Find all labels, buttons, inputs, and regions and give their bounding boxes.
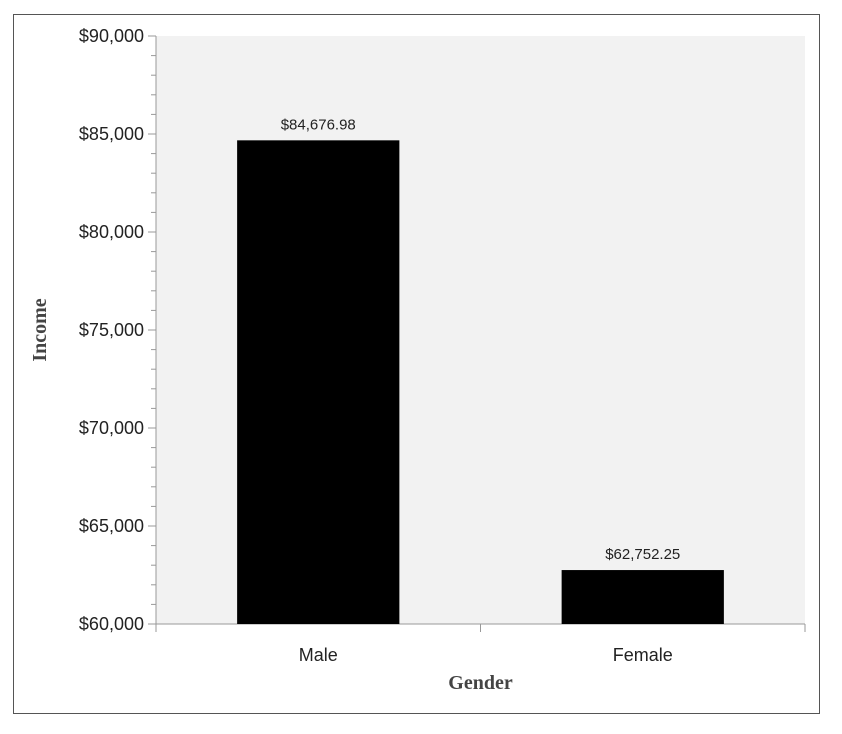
y-tick-label: $60,000 xyxy=(79,614,144,634)
data-label-female: $62,752.25 xyxy=(605,546,680,563)
bars: $84,676.98 $62,752.25 xyxy=(237,116,724,625)
y-axis: $60,000 $65,000 $70,000 $75,000 $80,000 $85,0… xyxy=(79,26,157,634)
y-tick-label: $75,000 xyxy=(79,320,144,340)
y-tick-label: $70,000 xyxy=(79,418,144,438)
x-axis-title: Gender xyxy=(448,672,513,694)
y-tick-label: $85,000 xyxy=(79,124,144,144)
y-tick-label: $90,000 xyxy=(79,26,144,46)
x-category-label: Male xyxy=(299,645,338,665)
x-category-label: Female xyxy=(613,645,673,665)
x-axis: Male Female xyxy=(155,623,806,665)
bar-female xyxy=(561,570,724,624)
data-label-male: $84,676.98 xyxy=(281,116,356,133)
bar-male xyxy=(237,140,400,625)
y-tick-label: $80,000 xyxy=(79,222,144,242)
y-tick-label: $65,000 xyxy=(79,516,144,536)
y-axis-title: Income xyxy=(29,298,51,361)
